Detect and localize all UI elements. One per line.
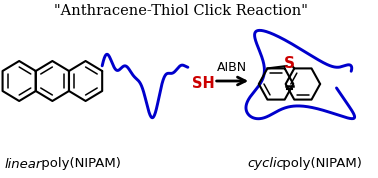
Text: linear: linear xyxy=(5,158,42,171)
Text: SH: SH xyxy=(192,75,214,90)
Text: poly(NIPAM): poly(NIPAM) xyxy=(37,158,121,171)
Text: AIBN: AIBN xyxy=(217,61,248,74)
Text: "Anthracene-Thiol Click Reaction": "Anthracene-Thiol Click Reaction" xyxy=(54,4,308,18)
Text: cyclic: cyclic xyxy=(247,158,284,171)
Text: poly(NIPAM): poly(NIPAM) xyxy=(278,158,362,171)
Text: S: S xyxy=(284,56,295,70)
